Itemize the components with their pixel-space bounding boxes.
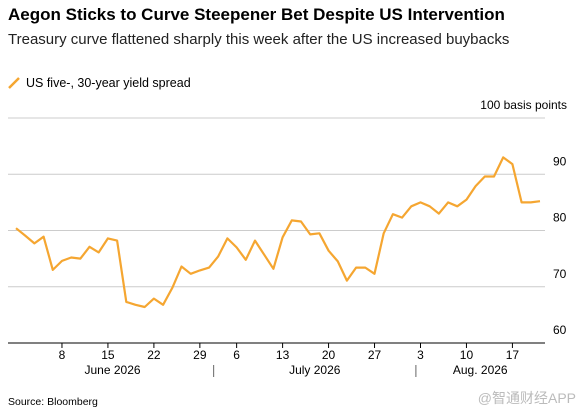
x-tick-label: 17: [506, 348, 520, 362]
legend-swatch: [8, 77, 20, 89]
watermark: @智通财经APP: [477, 390, 576, 406]
x-tick-label: 27: [368, 348, 382, 362]
chart-title: Aegon Sticks to Curve Steepener Bet Desp…: [8, 5, 505, 24]
x-tick-label: 13: [276, 348, 290, 362]
month-label: June 2026: [84, 363, 140, 377]
x-tick-label: 15: [101, 348, 115, 362]
x-tick-label: 20: [322, 348, 336, 362]
series-line: [15, 156, 541, 309]
y-tick-label: 70: [553, 267, 567, 281]
month-label: Aug. 2026: [453, 363, 508, 377]
y-tick-label: 60: [553, 323, 567, 337]
x-tick-label: 6: [233, 348, 240, 362]
y-tick-label: 100 basis points: [480, 98, 567, 112]
month-label: July 2026: [289, 363, 341, 377]
legend: US five-, 30-year yield spread: [8, 76, 191, 90]
legend-label: US five-, 30-year yield spread: [26, 76, 191, 90]
x-tick-label: 22: [147, 348, 161, 362]
x-tick-label: 3: [417, 348, 424, 362]
source: Source: Bloomberg: [8, 396, 98, 408]
x-tick-label: 8: [59, 348, 66, 362]
x-tick-label: 29: [193, 348, 207, 362]
chart-subtitle: Treasury curve flattened sharply this we…: [8, 31, 510, 48]
y-tick-label: 90: [553, 154, 567, 168]
y-tick-label: 80: [553, 211, 567, 225]
x-tick-label: 10: [460, 348, 474, 362]
